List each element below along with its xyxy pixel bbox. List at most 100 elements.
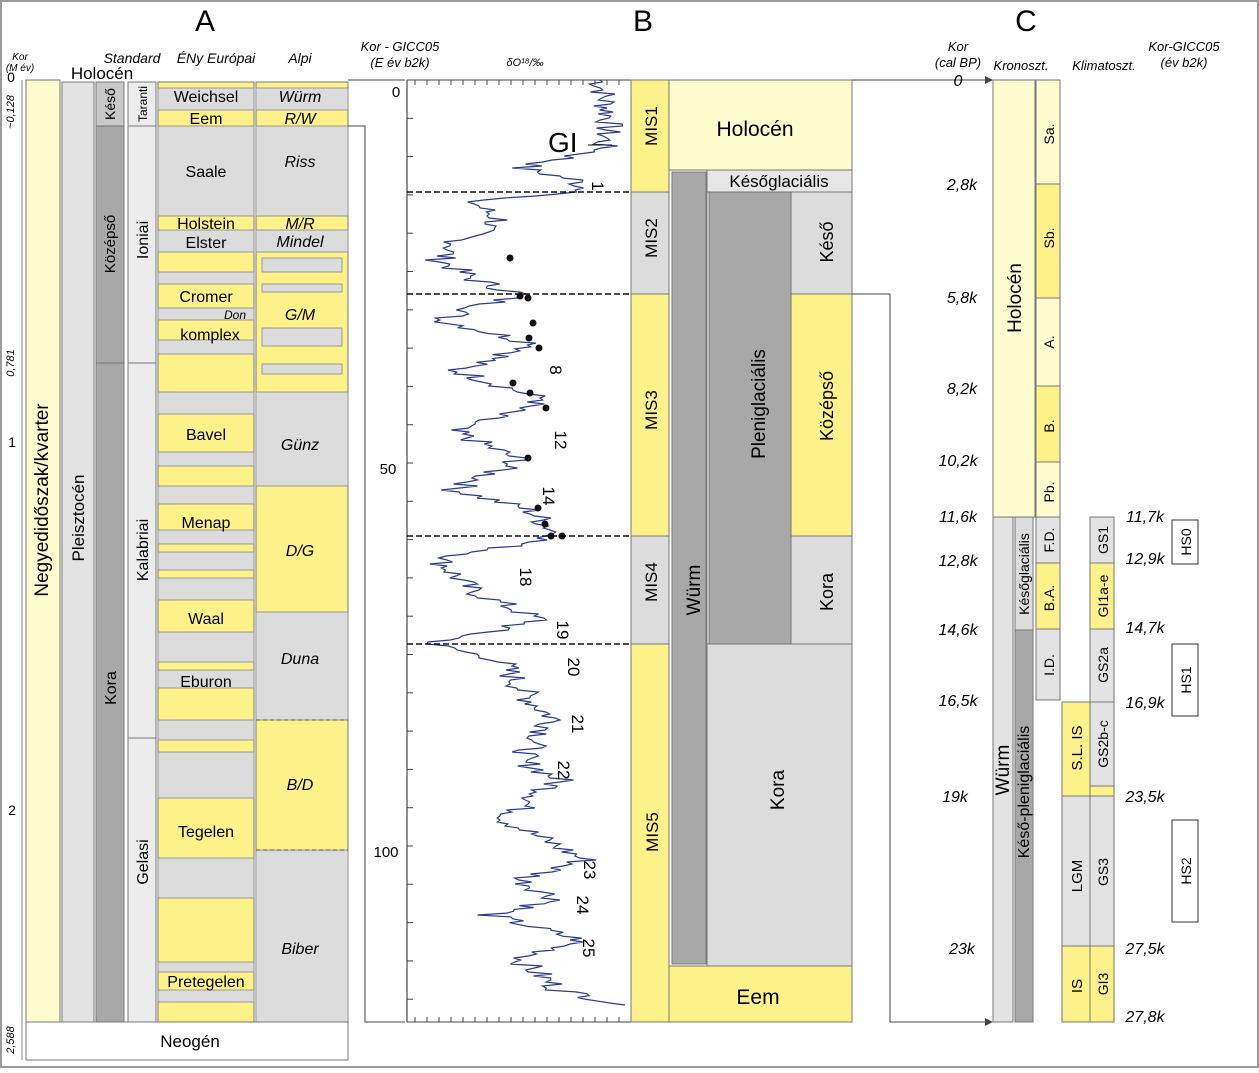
age-tick-0128: ~0,128 (5, 94, 17, 129)
c-tick-16.5k: 16,5k (938, 693, 978, 710)
gi3-label: GI3 (1095, 973, 1111, 996)
ionian-cell (127, 125, 157, 364)
panel-c-age2-header: Kor-GICC05 (1148, 39, 1220, 54)
b-tick-0: 0 (392, 84, 400, 101)
age-tick-1: 1 (8, 434, 16, 450)
waal-label: Waal (188, 611, 224, 628)
panel-c: Kor (cal BP) Kronoszt. Klimatoszt. Kor-G… (935, 39, 1221, 1026)
mr-label: M/R (285, 216, 315, 233)
chrono-header: Kronoszt. (994, 58, 1049, 73)
early-pleistocene-label: Kora (103, 671, 120, 705)
pb-label: Pb. (1041, 481, 1057, 502)
fd-label: F.D. (1041, 528, 1057, 553)
lgm-label: LGM (1069, 860, 1086, 893)
c2-tick-27.5k: 27,5k (1124, 941, 1165, 958)
neogene-cell (25, 1021, 349, 1061)
c-tick-23k: 23k (948, 941, 976, 958)
panel-b-age-unit: (E év b2k) (370, 55, 429, 70)
holstein-label: Holstein (177, 216, 235, 233)
panel-b-age-header: Kor - GICC05 (361, 39, 441, 54)
panel-c-age2-unit: (év b2k) (1161, 55, 1208, 70)
pleniglacial-label: Pleniglaciális (749, 349, 770, 459)
quaternary-column (25, 79, 61, 1023)
saale-label: Saale (186, 164, 227, 181)
ba-label: B.A. (1041, 585, 1057, 611)
gs3-label: GS3 (1095, 858, 1111, 886)
hs0-label: HS0 (1178, 528, 1194, 555)
c-tick-0: 0 (954, 73, 963, 90)
hs1-label: HS1 (1178, 666, 1194, 693)
panel-a: Kor (M év) Standard ÉNy Európai Alpi 0 ~… (5, 50, 405, 1061)
gm-label: G/M (285, 307, 316, 324)
sa-label: Sa. (1041, 123, 1057, 144)
c-tick-5.8k: 5,8k (947, 290, 978, 307)
c-tick-11.6k: 11,6k (939, 509, 978, 526)
slis-label: S.L. IS (1069, 725, 1086, 770)
panel-b-title: B (633, 5, 653, 38)
c2-tick-14.7k: 14,7k (1125, 620, 1165, 637)
d18o-header: δO¹⁸/‰ (506, 57, 543, 69)
neogene-label: Neogén (160, 1032, 220, 1051)
gelasian-cell (127, 737, 157, 1023)
rw-label: R/W (284, 111, 317, 128)
holocene-label-c: Holocén (1005, 263, 1026, 333)
panel-a-age-header: Kor (12, 52, 28, 63)
eburon-label: Eburon (180, 674, 232, 691)
gi-label: GI (548, 127, 578, 158)
d18o-curve (425, 79, 626, 1006)
komplex-label: komplex (180, 327, 240, 344)
age-tick-2: 2 (8, 802, 16, 818)
eem-label-a: Eem (190, 111, 223, 128)
gi-24: 24 (573, 896, 592, 915)
gunz-label: Günz (281, 437, 319, 454)
panel-a-age-unit: (M év) (6, 63, 34, 74)
menap-label: Menap (182, 515, 231, 532)
pleistocene-label: Pleisztocén (69, 475, 88, 562)
early-pleniglacial-b: Kora (817, 572, 837, 611)
alpine-header: Alpi (287, 50, 312, 66)
bd-label: B/D (287, 777, 314, 794)
panel-a-title: A (195, 5, 215, 38)
wurm-label-c: Würm (993, 745, 1014, 796)
gi-25: 25 (579, 939, 598, 958)
middle-pleniglacial-b: Középső (817, 371, 837, 441)
a-label: A. (1041, 335, 1057, 348)
gs2a-label: GS2a (1095, 647, 1111, 683)
c2-tick-23.5k: 23,5k (1124, 789, 1165, 806)
gi-23: 23 (580, 861, 599, 880)
d18o-plot-frame (406, 79, 632, 1023)
gi-12: 12 (551, 431, 570, 450)
ionian-label: Ioniai (135, 221, 152, 259)
c-tick-19k: 19k (942, 789, 969, 806)
mis4-label: MIS4 (642, 562, 661, 602)
gs1-label: GS1 (1095, 526, 1111, 554)
panel-c-age-unit: (cal BP) (935, 55, 981, 70)
late-pleniglacial-c: Késő-pleniglaciális (1016, 726, 1033, 859)
bavel-label: Bavel (186, 427, 226, 444)
calabrian-label: Kalabriai (135, 519, 152, 581)
elster-label: Elster (186, 235, 228, 252)
gs2bc-label: GS2b-c (1095, 720, 1111, 767)
tarantian-label: Taranti (136, 86, 150, 122)
late-pleniglacial-b: Késő (817, 221, 837, 262)
duna-label: Duna (281, 651, 319, 668)
c-tick-2.8k: 2,8k (946, 177, 978, 194)
gi-18: 18 (516, 568, 535, 587)
c-tick-14.6k: 14,6k (938, 622, 978, 639)
holocene-label-a: Holocén (71, 64, 133, 83)
c-tick-8.2k: 8,2k (947, 381, 978, 398)
gi-1: 1 (588, 181, 607, 190)
id-label: I.D. (1041, 654, 1057, 676)
c2-tick-11.7k: 11,7k (1126, 509, 1165, 526)
gi-20: 20 (564, 658, 583, 677)
mis5-label: MIS5 (643, 812, 662, 852)
late-pleistocene-cell (95, 81, 125, 127)
panel-b: Kor - GICC05 (E év b2k) δO¹⁸/‰ 0 50 100 … (361, 39, 993, 1026)
age-tick-0781: 0,781 (5, 349, 17, 377)
gi-14: 14 (539, 487, 558, 506)
age-tick-2588: 2,588 (5, 1025, 17, 1054)
biber-label: Biber (281, 941, 319, 958)
panel-c-title: C (1015, 5, 1037, 38)
gi-8: 8 (546, 365, 565, 374)
